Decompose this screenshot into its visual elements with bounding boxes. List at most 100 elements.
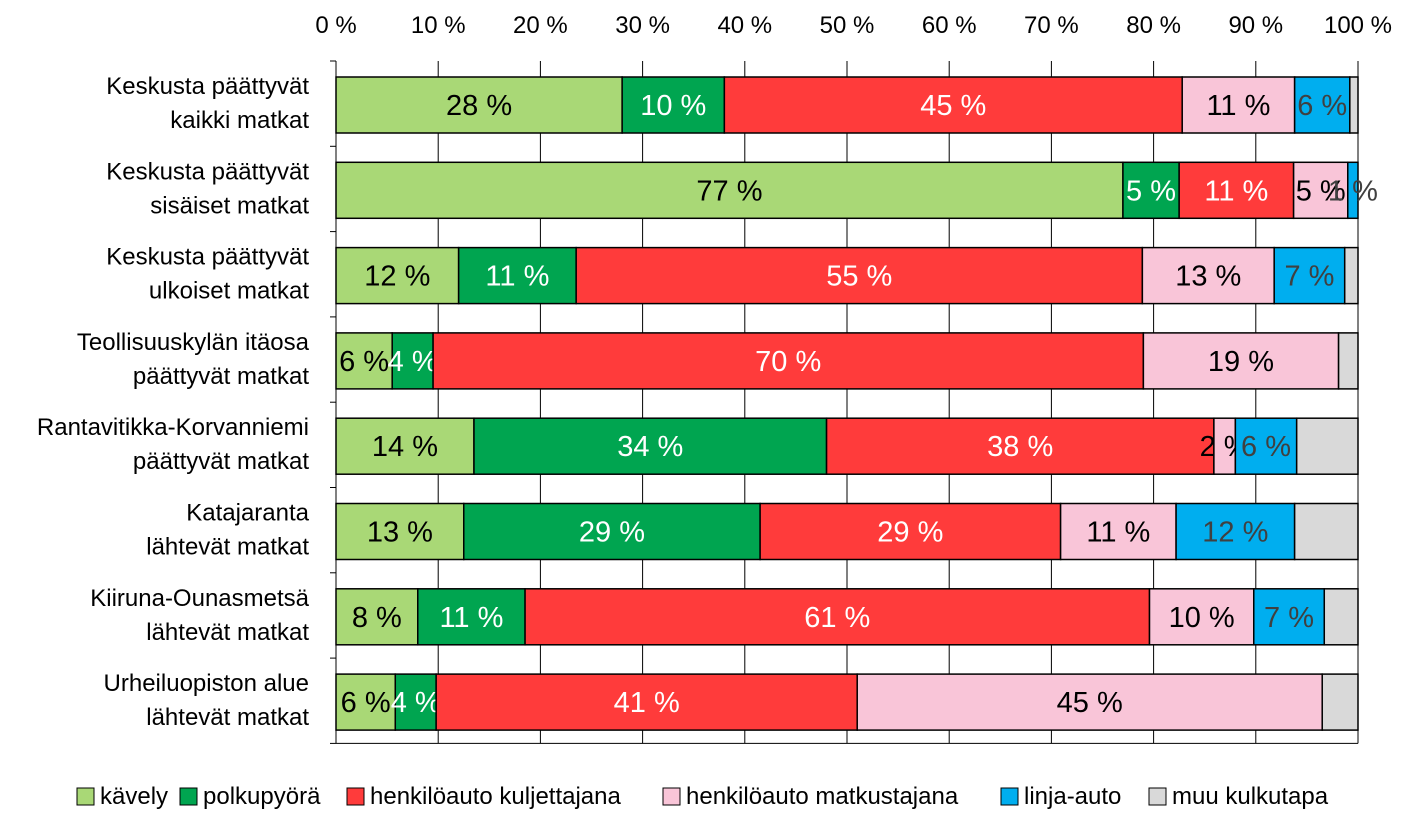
bar-segment bbox=[1337, 332, 1359, 390]
category-label: Kiiruna-Ounasmetsä bbox=[90, 585, 309, 612]
data-label: 38 % bbox=[987, 431, 1053, 463]
legend-label: linja-auto bbox=[1024, 783, 1121, 810]
data-label: 5 % bbox=[1126, 175, 1176, 207]
legend-label: henkilöauto kuljettajana bbox=[370, 783, 622, 810]
bar-segment bbox=[1323, 588, 1359, 646]
bar-segment bbox=[1295, 417, 1359, 475]
category-label: kaikki matkat bbox=[170, 107, 309, 134]
bar-segment bbox=[335, 417, 475, 475]
data-label: 4 % bbox=[391, 687, 441, 719]
x-tick-label: 90 % bbox=[1228, 12, 1283, 39]
bar-segment bbox=[394, 673, 437, 731]
x-tick-label: 70 % bbox=[1024, 12, 1079, 39]
x-tick-label: 30 % bbox=[615, 12, 670, 39]
category-label: päättyvät matkat bbox=[133, 363, 309, 390]
bar-segment bbox=[457, 246, 577, 305]
data-label: 28 % bbox=[446, 90, 512, 122]
legend-swatch bbox=[1148, 787, 1167, 806]
x-tick-label: 50 % bbox=[820, 12, 875, 39]
bar-segment bbox=[575, 246, 1144, 305]
x-tick-label: 20 % bbox=[513, 12, 568, 39]
bar-segment bbox=[335, 588, 419, 646]
category-label: Rantavitikka-Korvanniemi bbox=[37, 414, 309, 441]
data-label: 11 % bbox=[485, 261, 549, 293]
bar-segment bbox=[335, 246, 460, 305]
category-label: lähtevät matkat bbox=[146, 704, 309, 731]
bar-segment bbox=[1234, 417, 1298, 475]
bar-segment bbox=[1273, 246, 1346, 305]
data-label: 29 % bbox=[877, 517, 943, 549]
data-label: 6 % bbox=[1241, 431, 1291, 463]
bar-segment bbox=[621, 76, 726, 134]
data-label: 13 % bbox=[367, 517, 433, 549]
category-label: päättyvät matkat bbox=[133, 448, 309, 475]
bar-segment bbox=[1178, 161, 1295, 220]
data-label: 11 % bbox=[439, 602, 503, 634]
bar-segment bbox=[1347, 161, 1359, 220]
data-label: 61 % bbox=[804, 602, 870, 634]
legend: kävely polkupyörä henkilöauto kuljettajana… bbox=[76, 783, 1329, 810]
data-label: 70 % bbox=[755, 346, 821, 378]
data-label: 5 % bbox=[1296, 175, 1346, 207]
legend-label: polkupyörä bbox=[203, 783, 321, 810]
bar-segment bbox=[1321, 673, 1359, 731]
data-label: 7 % bbox=[1264, 602, 1314, 634]
x-tick-label: 0 % bbox=[315, 12, 356, 39]
x-tick-label: 10 % bbox=[411, 12, 466, 39]
bar-segment bbox=[856, 673, 1323, 731]
legend-label: kävely bbox=[100, 783, 168, 810]
data-label: 29 % bbox=[579, 517, 645, 549]
category-label: ulkoiset matkat bbox=[149, 278, 309, 305]
data-label: 12 % bbox=[1202, 517, 1268, 549]
category-label: lähtevät matkat bbox=[146, 534, 309, 561]
x-tick-label: 60 % bbox=[922, 12, 977, 39]
category-label: Teollisuuskylän itäosa bbox=[77, 329, 310, 356]
data-label: 4 % bbox=[388, 346, 438, 378]
bar-segment bbox=[463, 502, 761, 561]
data-label: 19 % bbox=[1208, 346, 1274, 378]
data-label: 6 % bbox=[341, 687, 391, 719]
bar-segment bbox=[1059, 502, 1177, 561]
data-label: 10 % bbox=[640, 90, 706, 122]
bar-segment bbox=[825, 417, 1215, 475]
bar-segment bbox=[432, 332, 1145, 390]
category-label: Urheiluopiston alue bbox=[104, 670, 309, 697]
x-tick-label: 100 % bbox=[1324, 12, 1392, 39]
data-label: 7 % bbox=[1284, 261, 1334, 293]
category-label: lähtevät matkat bbox=[146, 619, 309, 646]
category-labels: Keskusta päättyvät kaikki matkat Keskusta … bbox=[37, 73, 310, 731]
bar-segment bbox=[1343, 246, 1359, 305]
data-label: 45 % bbox=[920, 90, 986, 122]
bar-segment bbox=[759, 502, 1062, 561]
legend-swatch bbox=[346, 787, 365, 806]
category-label: Keskusta päättyvät bbox=[106, 73, 309, 100]
bar-segment bbox=[1253, 588, 1326, 646]
bar-segment bbox=[335, 673, 397, 731]
data-label: 6 % bbox=[339, 346, 389, 378]
data-label: 77 % bbox=[696, 175, 762, 207]
legend-label: muu kulkutapa bbox=[1172, 783, 1329, 810]
legend-swatch bbox=[662, 787, 681, 806]
data-label: 11 % bbox=[1204, 175, 1268, 207]
bar-segment bbox=[335, 161, 1124, 220]
data-label: 34 % bbox=[617, 431, 683, 463]
bar-segment bbox=[1293, 502, 1359, 561]
bar-segment bbox=[335, 332, 393, 390]
x-axis-tick-labels: 0 % 10 % 20 % 30 % 40 % 50 % 60 % 70 % 80 % 90 % 1… bbox=[315, 12, 1392, 39]
bar-segment bbox=[391, 332, 434, 390]
legend-swatch bbox=[1000, 787, 1019, 806]
data-label: 14 % bbox=[372, 431, 438, 463]
category-label: sisäiset matkat bbox=[150, 192, 309, 219]
bar-segment bbox=[1141, 246, 1275, 305]
bar-segment bbox=[1148, 588, 1255, 646]
data-label: 12 % bbox=[364, 261, 430, 293]
bar-segment bbox=[473, 417, 828, 475]
data-label: 6 % bbox=[1297, 90, 1347, 122]
bar-segment bbox=[723, 76, 1183, 134]
legend-label: henkilöauto matkustajana bbox=[686, 783, 959, 810]
data-label: 41 % bbox=[614, 687, 680, 719]
data-label: 13 % bbox=[1175, 261, 1241, 293]
category-label: Keskusta päättyvät bbox=[106, 244, 309, 271]
bar-segment bbox=[1175, 502, 1296, 561]
